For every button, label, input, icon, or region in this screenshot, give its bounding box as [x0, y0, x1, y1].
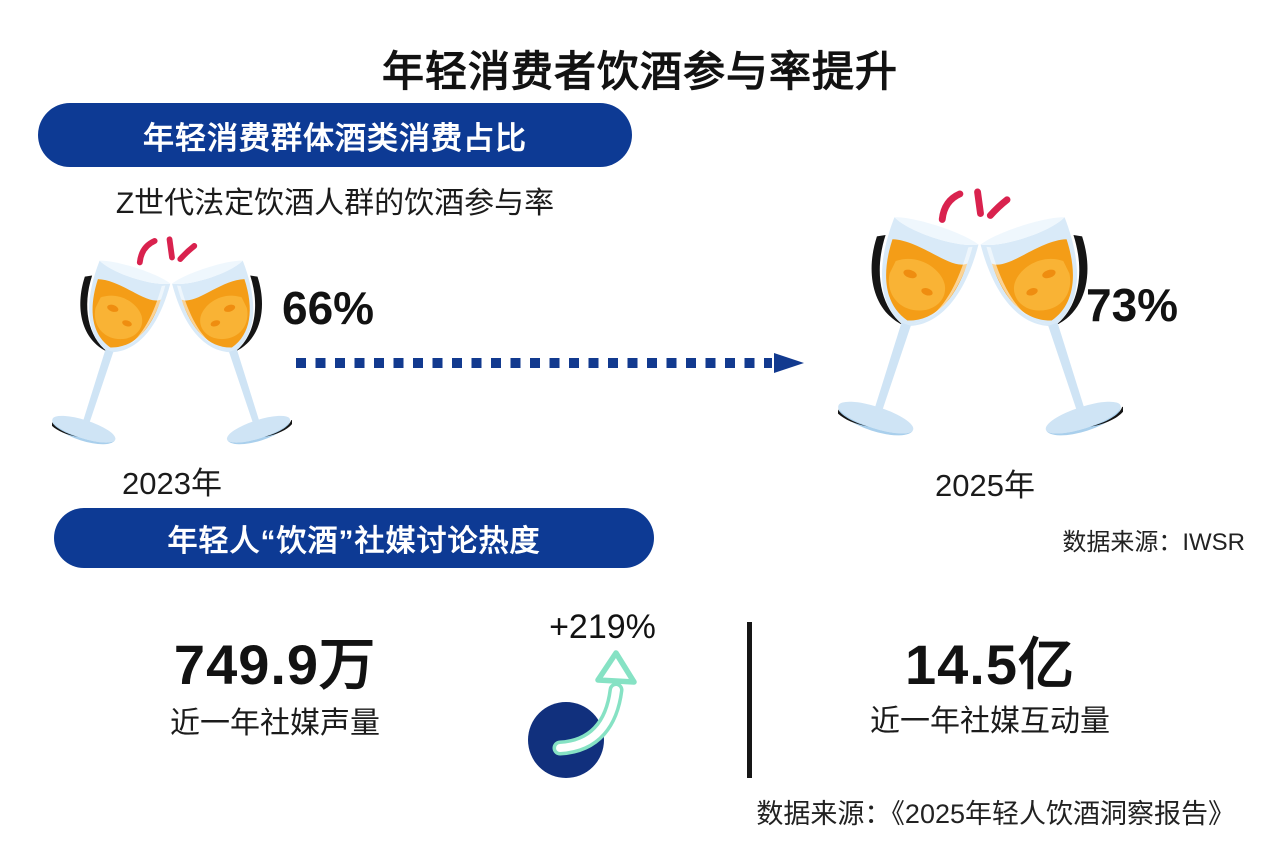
clinking-wine-glasses-icon — [838, 188, 1123, 445]
year-label-start: 2023年 — [122, 466, 222, 501]
stat-social-volume-value: 749.9万 — [173, 633, 377, 696]
stat-social-interaction-value: 14.5亿 — [905, 633, 1075, 696]
vertical-divider — [747, 622, 752, 778]
growth-arrow-circle-icon — [528, 650, 637, 778]
badge-participation-share: 年轻消费群体酒类消费占比 — [38, 103, 632, 167]
dotted-arrow-icon — [296, 353, 804, 373]
badge-social-buzz: 年轻人“饮酒”社媒讨论热度 — [54, 508, 654, 568]
badge-participation-share-label: 年轻消费群体酒类消费占比 — [143, 120, 527, 156]
participation-end-value: 73% — [1086, 279, 1179, 331]
page-title: 年轻消费者饮酒参与率提升 — [381, 48, 898, 95]
source-participation: 数据来源：IWSR — [1062, 529, 1245, 556]
stat-social-volume-change: +219% — [549, 608, 656, 646]
year-label-end: 2025年 — [935, 468, 1035, 503]
clinking-wine-glasses-icon — [52, 236, 292, 452]
stat-social-interaction-label: 近一年社媒互动量 — [870, 705, 1110, 738]
participation-subtitle: Z世代法定饮酒人群的饮酒参与率 — [115, 187, 555, 220]
badge-social-buzz-label: 年轻人“饮酒”社媒讨论热度 — [167, 525, 541, 558]
stat-social-volume-label: 近一年社媒声量 — [170, 707, 380, 740]
source-social: 数据来源：《2025年轻人饮酒洞察报告》 — [756, 799, 1235, 829]
participation-start-value: 66% — [282, 282, 375, 334]
